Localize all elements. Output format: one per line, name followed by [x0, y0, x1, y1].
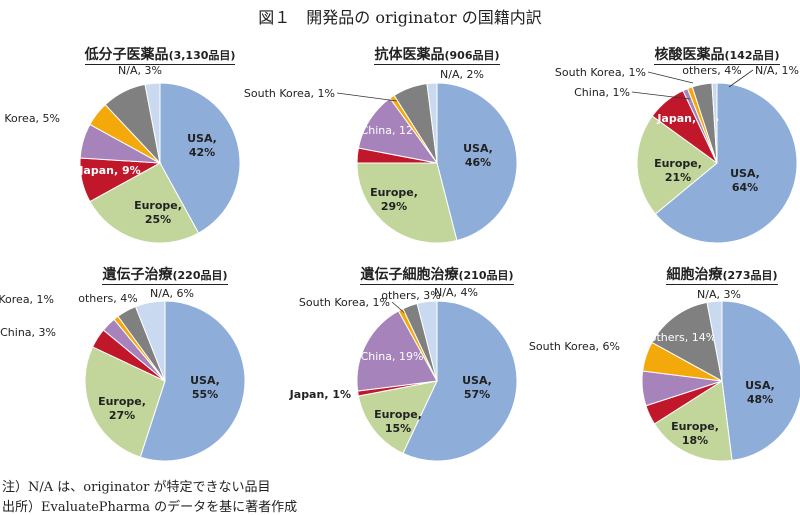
slice-label-japan: Japan, 4% — [28, 338, 90, 351]
slice-label-europe: Europe, 21% — [654, 157, 702, 184]
slice-label-europe: Europe, 18% — [671, 420, 719, 447]
pie-slice-n-a — [706, 300, 723, 382]
slice-label-south-korea: South Korea, 1% — [555, 66, 646, 79]
slice-label-others: others, 4% — [682, 64, 741, 77]
chart-title-text: 遺伝子細胞治療 — [360, 267, 459, 283]
chart-title-text: 抗体医薬品 — [374, 47, 445, 63]
slice-label-usa: USA, 57% — [462, 374, 492, 401]
leader-line — [647, 71, 694, 84]
chart-title: 細胞治療(273品目) — [602, 264, 800, 285]
slice-label-south-korea: South Korea, 1% — [244, 87, 335, 100]
source-line: 出所）EvaluatePharma のデータを基に著者作成 — [2, 500, 298, 515]
pie-slice-usa — [654, 82, 798, 244]
slice-label-south-korea: South Korea, 1% — [299, 296, 390, 309]
slice-label-others: others, 3% — [381, 289, 440, 302]
slice-label-china: China, 12% — [361, 124, 424, 137]
slice-label-china: China, 7% — [582, 374, 638, 387]
slice-label-usa: USA, 64% — [730, 167, 760, 194]
chart-item-count: (142品目) — [724, 49, 780, 62]
chart-title: 遺伝子治療(220品目) — [45, 264, 285, 285]
pie-slice-europe — [89, 162, 200, 244]
slice-label-japan: Japan, 4% — [578, 398, 640, 411]
pie-slice-n-a — [711, 82, 718, 164]
slice-label-usa: USA, 42% — [187, 132, 217, 159]
leader-line — [728, 69, 754, 88]
chart-title: 低分子医薬品(3,130品目) — [40, 44, 280, 65]
pie-slice-europe — [653, 380, 733, 462]
slice-label-south-korea: South Korea, 5% — [0, 112, 60, 125]
pie-slice-usa — [721, 300, 800, 461]
chart-item-count: (220品目) — [172, 269, 228, 282]
pie-slice-europe — [356, 162, 458, 244]
slice-label-n-a: N/A, 4% — [434, 286, 478, 299]
slice-label-europe: Europe, 27% — [98, 395, 146, 422]
slice-label-usa: USA, 46% — [463, 142, 493, 169]
pie-slice-europe — [357, 380, 438, 455]
slice-label-china: China, 19% — [361, 350, 424, 363]
pie-slice-n-a — [144, 82, 161, 164]
chart-item-count: (210品目) — [458, 269, 514, 282]
pie-slice-n-a — [416, 300, 438, 382]
chart-title-text: 細胞治療 — [666, 267, 723, 283]
pie-slice-europe — [636, 115, 718, 215]
slice-label-others: others, 4% — [78, 292, 137, 305]
pie-slice-china — [357, 97, 439, 164]
pie-slice-usa — [436, 82, 518, 242]
slice-label-china: China, 7% — [4, 138, 60, 151]
slice-label-japan: Japan, 1% — [289, 388, 351, 401]
pie-slice-n-a — [134, 300, 166, 382]
slice-label-usa: USA, 48% — [745, 379, 775, 406]
pie-slice-europe — [84, 346, 166, 458]
leader-line — [631, 91, 691, 100]
slice-label-others: others, 14% — [650, 331, 716, 344]
slice-label-n-a: N/A, 1% — [755, 64, 799, 77]
slice-label-south-korea: South Korea, 1% — [0, 293, 54, 306]
chart-title-text: 遺伝子治療 — [102, 267, 173, 283]
slice-label-china: China, 1% — [574, 86, 630, 99]
pie-slice-others — [651, 301, 723, 382]
slice-label-others: others, 7% — [368, 72, 427, 85]
chart-title-text: 低分子医薬品 — [84, 47, 169, 63]
slice-label-n-a: N/A, 3% — [118, 64, 162, 77]
slice-label-europe: Europe, 25% — [134, 199, 182, 226]
slice-label-others: others, 9% — [45, 68, 104, 81]
figure-title: 図１ 開発品の originator の国籍内訳 — [258, 8, 542, 27]
note-line: 注）N/A は、originator が特定できない品目 — [2, 480, 271, 495]
chart-item-count: (3,130品目) — [168, 49, 236, 62]
slice-label-usa: USA, 55% — [190, 374, 220, 401]
slice-label-n-a: N/A, 6% — [150, 287, 194, 300]
pie-slice-usa — [139, 300, 246, 462]
leader-line — [336, 92, 398, 102]
pie-slice-usa — [159, 82, 241, 234]
chart-title: 核酸医薬品(142品目) — [597, 44, 800, 65]
slice-label-europe: Europe, 29% — [370, 186, 418, 213]
slice-label-europe: Europe, 15% — [374, 408, 422, 435]
slice-label-n-a: N/A, 2% — [440, 68, 484, 81]
slice-label-japan: Japan, 3% — [282, 150, 344, 163]
chart-item-count: (273品目) — [722, 269, 778, 282]
pie-slice-usa — [402, 300, 518, 462]
slice-label-china: China, 3% — [0, 326, 56, 339]
slice-label-japan: Japan, 9% — [78, 164, 140, 177]
chart-title: 抗体医薬品(906品目) — [317, 44, 557, 65]
pie-slice-n-a — [426, 82, 438, 164]
pie-slice-china — [356, 310, 438, 392]
slice-label-south-korea: South Korea, 6% — [529, 340, 620, 353]
slice-label-n-a: N/A, 3% — [697, 288, 741, 301]
chart-title: 遺伝子細胞治療(210品目) — [317, 264, 557, 285]
chart-item-count: (906品目) — [444, 49, 500, 62]
chart-title-text: 核酸医薬品 — [654, 47, 725, 63]
